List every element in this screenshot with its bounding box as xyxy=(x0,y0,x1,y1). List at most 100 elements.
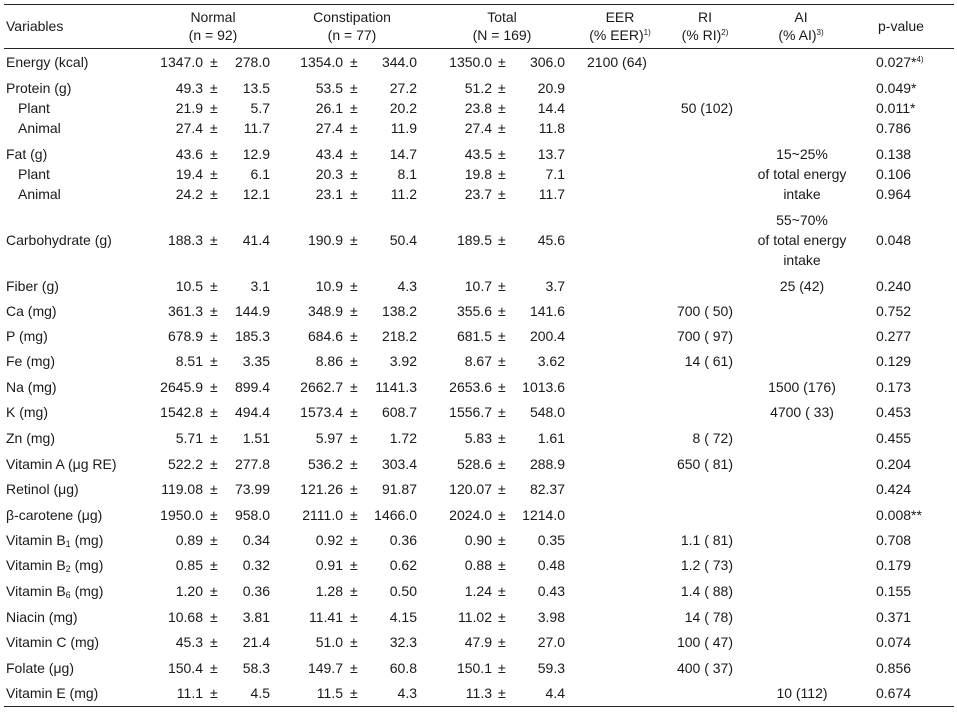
mean-value: 19.4 xyxy=(175,165,203,182)
ai-value: intake xyxy=(783,251,821,268)
p-value-text: 0.786 xyxy=(876,119,912,136)
sd-value: 32.3 xyxy=(389,633,417,650)
mean-value: 1556.7 xyxy=(449,403,492,420)
mean-value: 2111.0 xyxy=(302,506,343,523)
row-label: Niacin (mg) xyxy=(6,609,78,626)
row-label-text: Vitamin B xyxy=(6,531,66,548)
p-value-text: 0.173 xyxy=(876,378,912,395)
row-label-text: Zn (mg) xyxy=(6,429,55,446)
plus-minus: ± xyxy=(210,53,218,70)
p-value: 0.277 xyxy=(876,328,911,345)
mean-value: 188.3 xyxy=(167,231,203,248)
header-normal: Normal xyxy=(190,9,236,25)
mean-value: 11.3 xyxy=(465,684,492,701)
mean-value: 27.4 xyxy=(175,119,203,136)
sd-value: 0.35 xyxy=(537,531,565,548)
sd-value: 73.99 xyxy=(234,480,270,497)
mean-value: 681.5 xyxy=(456,327,492,344)
plus-minus: ± xyxy=(210,659,218,676)
row-label: Vitamin B1 (mg) xyxy=(6,532,103,549)
footnote-3: 3) xyxy=(816,28,824,37)
header-ri: RI xyxy=(698,9,712,25)
p-value: 0.424 xyxy=(876,481,911,498)
sd-value: 60.8 xyxy=(389,659,417,676)
p-value-text: 0.049* xyxy=(876,79,917,96)
plus-minus: ± xyxy=(210,119,218,136)
plus-minus: ± xyxy=(350,185,358,202)
row-label-text: Protein (g) xyxy=(6,79,72,96)
plus-minus: ± xyxy=(210,352,218,369)
mean-value: 11.1 xyxy=(176,684,203,701)
mean-value: 1.20 xyxy=(175,582,203,599)
p-value: 0.371 xyxy=(876,609,911,626)
sd-value: 27.0 xyxy=(537,633,565,650)
sd-value: 20.9 xyxy=(537,79,565,96)
plus-minus: ± xyxy=(498,556,506,573)
p-value: 0.964 xyxy=(876,186,911,203)
row-label-text: Retinol (μg) xyxy=(6,480,79,497)
mean-value: 5.97 xyxy=(315,429,343,446)
sd-value: 218.2 xyxy=(381,327,417,344)
mean-value: 11.5 xyxy=(316,684,343,701)
plus-minus: ± xyxy=(210,302,218,319)
plus-minus: ± xyxy=(210,378,218,395)
plus-minus: ± xyxy=(498,455,506,472)
plus-minus: ± xyxy=(350,684,358,701)
sd-value: 12.9 xyxy=(242,145,270,162)
sd-value: 11.7 xyxy=(243,119,270,136)
mean-value: 348.9 xyxy=(307,302,343,319)
sd-value: 1.72 xyxy=(389,429,417,446)
sd-value: 494.4 xyxy=(234,403,270,420)
plus-minus: ± xyxy=(498,480,506,497)
plus-minus: ± xyxy=(498,659,506,676)
sd-value: 277.8 xyxy=(234,455,270,472)
p-value-text: 0.240 xyxy=(876,277,912,294)
sd-value: 3.35 xyxy=(242,352,270,369)
sd-value: 7.1 xyxy=(545,165,565,182)
p-value: 0.049* xyxy=(876,80,916,97)
mean-value: 27.4 xyxy=(315,119,343,136)
row-label-text: Plant xyxy=(18,165,50,182)
p-value: 0.027*4) xyxy=(876,54,924,71)
mean-value: 0.91 xyxy=(315,556,343,573)
row-label: Plant xyxy=(18,100,50,117)
p-value: 0.453 xyxy=(876,404,911,421)
mean-value: 2662.7 xyxy=(300,378,343,395)
sd-value: 185.3 xyxy=(234,327,270,344)
sd-value: 344.0 xyxy=(381,53,417,70)
sd-value: 0.36 xyxy=(389,531,417,548)
sd-value: 1013.6 xyxy=(522,378,565,395)
header-eer: EER xyxy=(605,9,635,25)
row-label: K (mg) xyxy=(6,404,48,421)
row-label: Zn (mg) xyxy=(6,430,55,447)
row-label-subscript: 2 xyxy=(65,563,71,574)
header-rule xyxy=(4,48,954,49)
sd-value: 14.7 xyxy=(389,145,417,162)
row-label: Fiber (g) xyxy=(6,278,59,295)
plus-minus: ± xyxy=(350,352,358,369)
plus-minus: ± xyxy=(498,165,506,182)
row-label-text: Vitamin A (μg RE) xyxy=(6,455,117,472)
sd-value: 11.9 xyxy=(390,119,417,136)
sd-value: 899.4 xyxy=(234,378,270,395)
ri-value: 100 ( 47) xyxy=(676,633,733,650)
ri-value: 1.2 ( 73) xyxy=(680,556,733,573)
ri-value: 8 ( 72) xyxy=(692,429,733,446)
plus-minus: ± xyxy=(498,378,506,395)
row-label-text: P (mg) xyxy=(6,327,48,344)
plus-minus: ± xyxy=(350,327,358,344)
p-value: 0.106 xyxy=(876,166,911,183)
p-value-text: 0.371 xyxy=(876,608,912,625)
p-value: 0.173 xyxy=(876,379,911,396)
p-value-text: 0.856 xyxy=(876,659,912,676)
mean-value: 43.5 xyxy=(464,145,492,162)
row-label-text: β-carotene (μg) xyxy=(6,506,103,523)
sd-value: 278.0 xyxy=(234,53,270,70)
row-label-text: Folate (μg) xyxy=(6,659,74,676)
header-eer-pct: (% EER)1) xyxy=(575,27,665,44)
plus-minus: ± xyxy=(498,582,506,599)
mean-value: 19.8 xyxy=(464,165,492,182)
ri-value: 14 ( 61) xyxy=(684,352,733,369)
plus-minus: ± xyxy=(210,185,218,202)
mean-value: 536.2 xyxy=(307,455,343,472)
